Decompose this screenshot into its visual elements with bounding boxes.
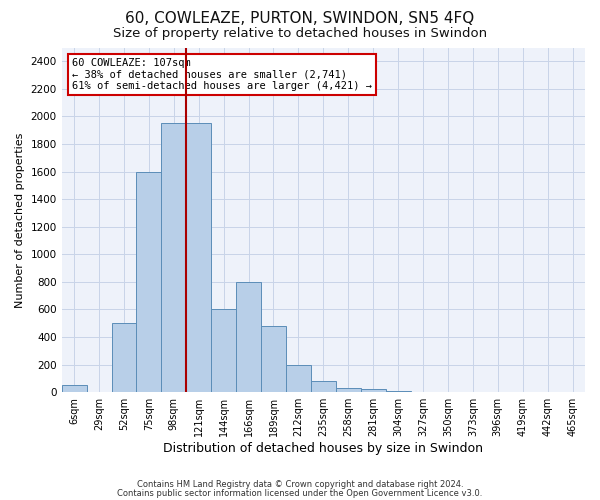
Text: Contains HM Land Registry data © Crown copyright and database right 2024.: Contains HM Land Registry data © Crown c… [137,480,463,489]
Bar [112,324,136,392]
Bar [186,124,211,392]
Text: Size of property relative to detached houses in Swindon: Size of property relative to detached ho… [113,28,487,40]
Bar [136,172,161,392]
Bar [311,381,336,392]
Bar [161,124,186,392]
Text: 60 COWLEAZE: 107sqm
← 38% of detached houses are smaller (2,741)
61% of semi-det: 60 COWLEAZE: 107sqm ← 38% of detached ho… [72,58,372,91]
Bar [361,390,386,392]
X-axis label: Distribution of detached houses by size in Swindon: Distribution of detached houses by size … [163,442,484,455]
Bar [211,310,236,392]
Y-axis label: Number of detached properties: Number of detached properties [15,132,25,308]
Bar [261,326,286,392]
Bar [386,391,410,392]
Text: 60, COWLEAZE, PURTON, SWINDON, SN5 4FQ: 60, COWLEAZE, PURTON, SWINDON, SN5 4FQ [125,11,475,26]
Bar [336,388,361,392]
Bar [62,386,86,392]
Text: Contains public sector information licensed under the Open Government Licence v3: Contains public sector information licen… [118,488,482,498]
Bar [236,282,261,392]
Bar [286,364,311,392]
